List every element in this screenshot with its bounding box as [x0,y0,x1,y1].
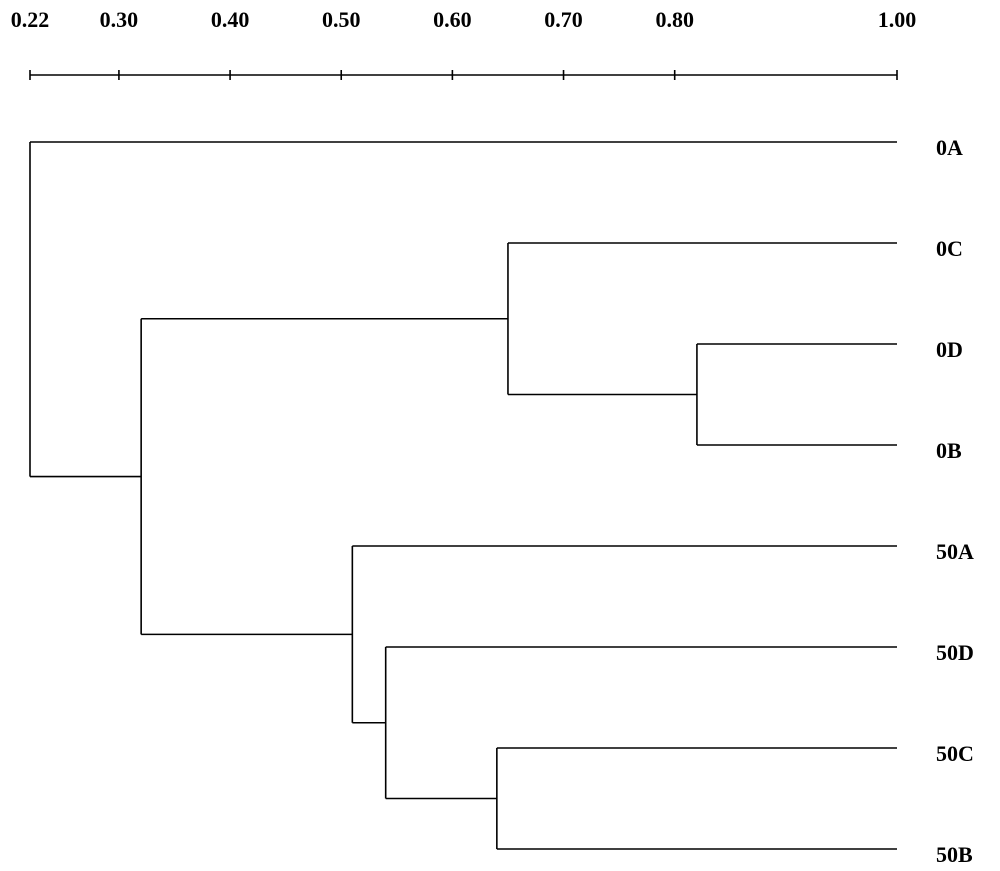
x-tick-label: 0.22 [11,7,50,32]
x-tick-label: 0.30 [100,7,139,32]
leaf-label: 50A [936,539,974,564]
x-tick-label: 0.70 [544,7,583,32]
x-tick-label: 0.50 [322,7,361,32]
x-tick-label: 1.00 [878,7,917,32]
leaf-label: 0D [936,337,963,362]
leaf-label: 50C [936,741,974,766]
x-tick-label: 0.40 [211,7,250,32]
leaf-label: 50D [936,640,974,665]
leaf-label: 50B [936,842,973,867]
leaf-label: 0A [936,135,963,160]
leaf-label: 0C [936,236,963,261]
x-tick-label: 0.60 [433,7,472,32]
leaf-label: 0B [936,438,962,463]
x-tick-label: 0.80 [655,7,694,32]
